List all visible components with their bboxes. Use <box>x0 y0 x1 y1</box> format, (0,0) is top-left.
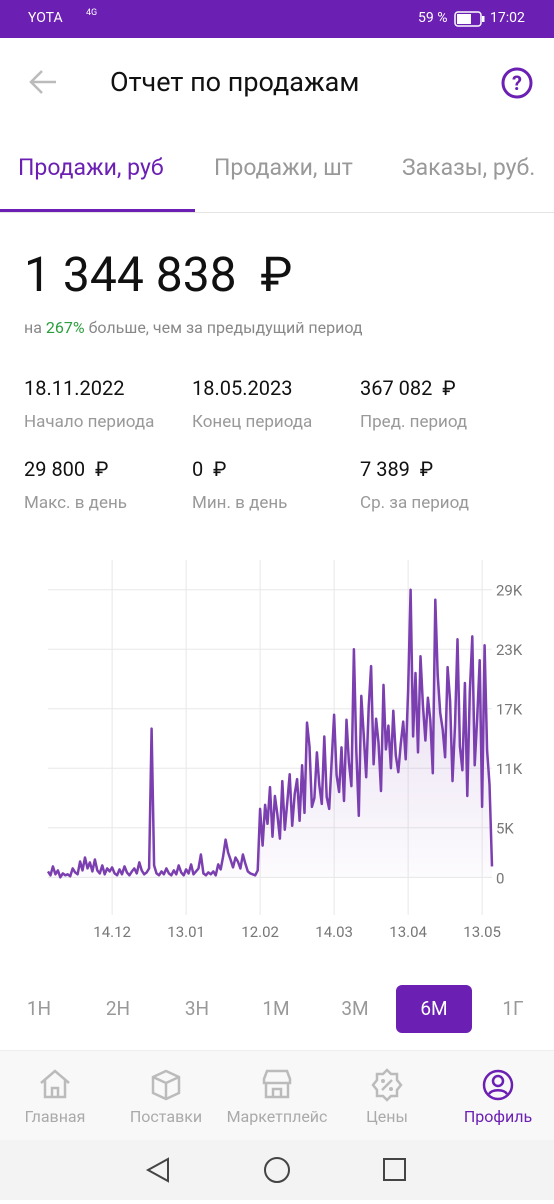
x-tick-label: 14.03 <box>315 923 353 941</box>
nav-icon[interactable] <box>480 1067 516 1103</box>
y-tick-label: 29K <box>496 582 523 600</box>
nav-icon[interactable] <box>148 1067 184 1103</box>
y-tick-label: 0 <box>496 869 504 887</box>
svg-text:?: ? <box>512 71 522 95</box>
y-tick-label: 23K <box>496 641 523 659</box>
total-amount: 1 344 838 ₽ <box>24 246 293 303</box>
area <box>48 589 492 878</box>
period-button[interactable]: 3Н <box>184 997 210 1020</box>
battery-icon <box>454 11 485 27</box>
tabs: Продажи, руб Продажи, шт Заказы, руб. <box>0 140 554 213</box>
period-button[interactable]: 6М <box>396 985 472 1033</box>
comparison-prefix: на <box>24 318 42 337</box>
y-tick-label: 5K <box>496 820 514 838</box>
comparison-suffix: больше, чем за предыдущий период <box>88 318 363 337</box>
nav-icon[interactable] <box>369 1067 405 1103</box>
tab[interactable]: Продажи, руб <box>18 154 164 181</box>
x-tick-label: 14.12 <box>93 923 131 941</box>
stat-value: 0 ₽ <box>192 457 227 481</box>
battery-text: 59 % <box>418 10 448 26</box>
stat-label: Конец периода <box>192 412 313 432</box>
network: 4G <box>86 8 98 18</box>
nav-label[interactable]: Цены <box>366 1107 408 1126</box>
period-button[interactable]: 3М <box>341 997 369 1020</box>
stat-value: 18.11.2022 <box>24 376 125 400</box>
page-title: Отчет по продажам <box>110 66 360 98</box>
status-bar: YOTA 4G 59 % 17:02 <box>0 0 554 38</box>
line <box>46 588 494 879</box>
nav-label[interactable]: Главная <box>24 1107 86 1126</box>
nav-label[interactable]: Маркетплейс <box>226 1107 328 1126</box>
carrier: YOTA <box>28 10 63 26</box>
stat-label: Мин. в день <box>192 493 288 513</box>
stat-value: 18.05.2023 <box>192 376 293 400</box>
system-buttons <box>145 1157 406 1183</box>
nav-icon[interactable] <box>37 1067 73 1103</box>
comparison-percent: 267% <box>45 318 85 337</box>
period-button[interactable]: 1Г <box>502 997 524 1020</box>
comparison: на 267% больше, чем за предыдущий период <box>24 318 363 337</box>
clock: 17:02 <box>490 10 525 26</box>
stat-label: Ср. за период <box>360 493 469 513</box>
x-tick-label: 13.05 <box>463 923 501 941</box>
tab[interactable]: Продажи, шт <box>214 154 353 181</box>
system-nav <box>0 1140 554 1200</box>
nav-icon[interactable] <box>259 1067 295 1103</box>
period-selector: 1Н 2Н 3Н 1М 3М 6М 1Г <box>0 985 554 1035</box>
tab-indicator <box>0 209 195 212</box>
period-button[interactable]: 1М <box>262 997 290 1020</box>
x-tick-label: 13.04 <box>389 923 427 941</box>
x-tick-label: 12.02 <box>241 923 279 941</box>
nav-label[interactable]: Поставки <box>129 1107 203 1126</box>
x-tick-label: 13.01 <box>167 923 205 941</box>
back-button[interactable] <box>26 66 60 98</box>
tab[interactable]: Заказы, руб. <box>402 154 536 181</box>
stat-label: Начало периода <box>24 412 155 432</box>
y-tick-label: 17K <box>496 701 523 719</box>
period-button[interactable]: 1Н <box>26 997 52 1020</box>
stat-value: 7 389 ₽ <box>360 457 434 481</box>
bottom-nav: Главная Поставки Маркетплейс Цены Профиль <box>0 1050 554 1141</box>
nav-label[interactable]: Профиль <box>463 1107 533 1126</box>
stat-label: Макс. в день <box>24 493 127 513</box>
period-button[interactable]: 2Н <box>105 997 131 1020</box>
y-tick-label: 11K <box>496 760 523 778</box>
help-button[interactable]: ? <box>500 66 534 100</box>
stat-label: Пред. период <box>360 412 468 432</box>
stat-value: 367 082 ₽ <box>360 376 456 400</box>
stat-value: 29 800 ₽ <box>24 457 109 481</box>
chart: 0 5K 11K 17K 23K 29K 14.12 13.01 12.02 14.03 13.04… <box>46 560 523 941</box>
